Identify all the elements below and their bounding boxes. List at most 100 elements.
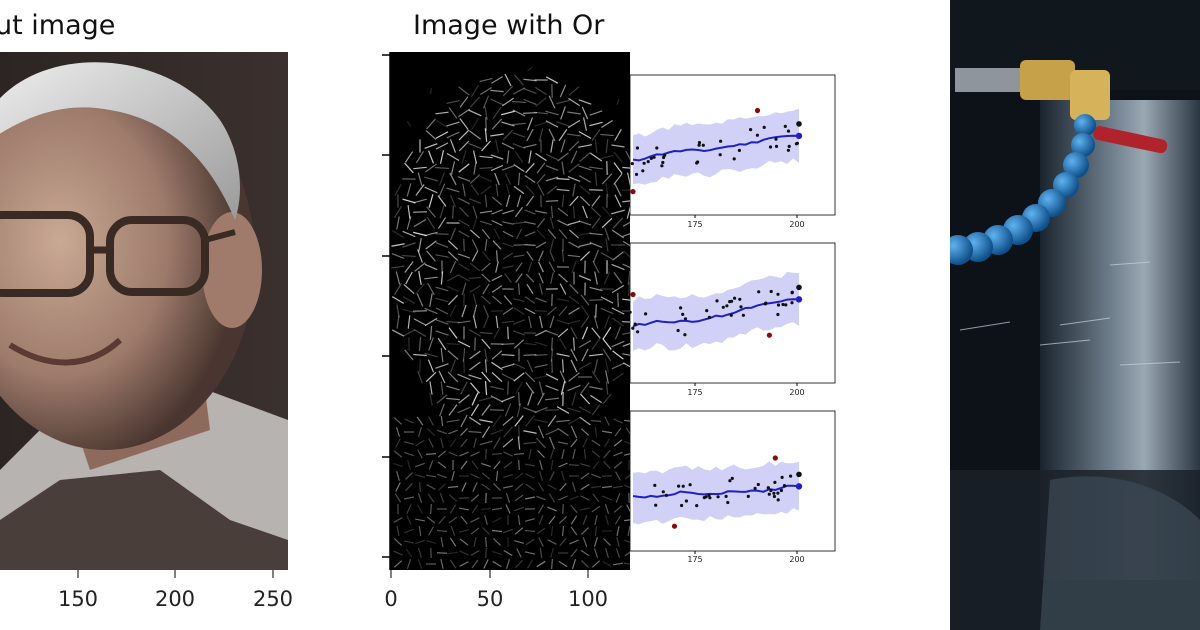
hog-stroke [582, 537, 588, 547]
hog-stroke [513, 372, 525, 382]
hog-stroke [481, 262, 491, 272]
observation-point [728, 300, 732, 304]
hog-stroke [578, 220, 592, 226]
hog-stroke [426, 216, 436, 230]
hog-stroke [435, 254, 449, 258]
hog-stroke [457, 373, 471, 381]
hog-stroke [545, 199, 559, 203]
hog-stroke [481, 426, 491, 438]
hog-stroke [561, 161, 565, 175]
hog-stroke [480, 507, 492, 511]
hog-stroke [518, 425, 520, 439]
hog-stroke [559, 84, 567, 98]
hog-stroke [538, 261, 544, 273]
hog-stroke [591, 338, 601, 350]
hog-stroke [447, 371, 459, 383]
hog-stroke [446, 187, 460, 193]
observation-point [737, 148, 741, 152]
hog-stroke [426, 539, 436, 545]
hog-stroke [479, 331, 493, 335]
hog-stroke [550, 139, 554, 153]
hog-stroke [440, 415, 444, 427]
hog-stroke [440, 381, 444, 395]
hog-stroke [447, 274, 459, 282]
hog-stroke [591, 560, 601, 568]
observation-point [655, 146, 659, 150]
glasses-right-lens [106, 216, 209, 296]
hog-stroke [435, 142, 449, 150]
hog-stroke [622, 342, 630, 347]
hog-stroke [458, 163, 470, 173]
hog-stroke [623, 419, 630, 422]
hog-stroke [460, 515, 468, 525]
hog-stroke [525, 538, 535, 546]
hog-stroke [582, 438, 588, 448]
hog-stroke [407, 205, 411, 219]
hog-stroke [446, 343, 460, 345]
hog-stroke [396, 304, 400, 318]
hog-stroke [545, 373, 559, 381]
hog-stroke [512, 87, 526, 95]
hog-stroke [446, 419, 460, 423]
hog-stroke [578, 406, 592, 414]
hog-stroke [446, 285, 460, 293]
observation-point [664, 493, 668, 497]
hog-stroke [591, 505, 601, 513]
hog-stroke [558, 128, 568, 142]
x-tick-label: 0 [384, 587, 398, 611]
hog-stroke [525, 473, 535, 479]
hog-stroke [545, 76, 559, 84]
hog-stroke [482, 95, 490, 109]
forecast-line [632, 298, 800, 328]
observation-point [749, 128, 753, 132]
hog-stroke [461, 282, 467, 296]
hog-stroke [435, 286, 449, 292]
hog-stroke [419, 359, 421, 373]
hog-stroke [481, 472, 491, 480]
hog-stroke [428, 337, 434, 351]
hog-stroke [405, 271, 413, 285]
hog-stroke [457, 340, 471, 348]
hog-stroke [426, 118, 436, 130]
confidence-band [633, 461, 799, 525]
hog-stroke [594, 426, 598, 438]
hog-stroke [460, 460, 468, 470]
hog-stroke [513, 185, 525, 195]
hog-stroke [568, 307, 580, 315]
hog-stroke [426, 484, 436, 490]
hog-stroke [605, 515, 609, 525]
hog-stroke [550, 548, 554, 558]
hair [0, 62, 240, 220]
hog-stroke [579, 393, 591, 405]
hog-stroke [611, 263, 625, 271]
hog-stroke [557, 441, 569, 445]
hog-stroke [571, 260, 577, 274]
hog-stroke [551, 359, 553, 373]
hog-stroke [449, 260, 457, 274]
hog-stroke [548, 493, 556, 503]
observation-point [630, 310, 632, 314]
hog-stroke [481, 404, 491, 416]
hog-stroke [581, 326, 589, 340]
hog-stroke [458, 263, 470, 271]
hog-stroke [514, 151, 524, 163]
hog-stroke [501, 343, 515, 345]
hog-stroke [485, 448, 487, 460]
hog-stroke [513, 319, 525, 325]
hog-stroke [602, 326, 612, 340]
hog-stroke [427, 282, 435, 296]
hog-stroke [602, 393, 612, 405]
hog-stroke [548, 95, 556, 109]
hog-stroke [513, 244, 525, 246]
hog-stroke [491, 118, 503, 130]
hog-stroke [492, 240, 502, 250]
forecast-endpoint [795, 296, 803, 303]
hog-stroke [507, 536, 509, 548]
hog-stroke [580, 549, 590, 557]
hog-stroke [572, 205, 576, 219]
hog-stroke [503, 549, 513, 557]
outlier-point [630, 189, 636, 195]
hog-stroke [425, 453, 437, 455]
hog-stroke [547, 484, 557, 490]
hog-stroke [514, 74, 524, 86]
